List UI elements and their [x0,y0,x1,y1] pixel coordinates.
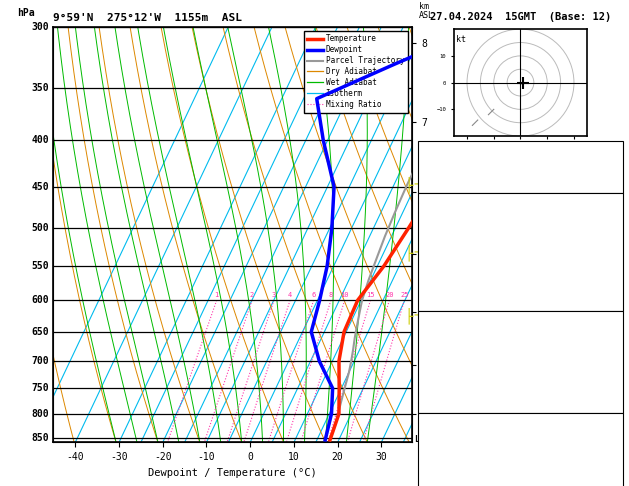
Text: CAPE (J): CAPE (J) [423,379,470,389]
Text: kt: kt [457,35,466,44]
Text: ⊣: ⊣ [413,310,421,322]
Text: Lifted Index: Lifted Index [423,362,494,372]
Text: 500: 500 [31,223,49,233]
Text: 8: 8 [329,292,333,298]
Text: CAPE (J): CAPE (J) [423,277,470,287]
Text: 550: 550 [31,261,49,271]
Text: 94°: 94° [602,464,620,474]
Text: ├: ├ [404,176,413,193]
Text: 600: 600 [31,295,49,305]
Text: 35: 35 [608,142,620,153]
Text: 300: 300 [31,22,49,32]
Text: 15: 15 [366,292,375,298]
Text: © weatheronline.co.uk: © weatheronline.co.uk [464,471,577,480]
Text: Surface: Surface [500,194,541,205]
Text: Dewp (°C): Dewp (°C) [423,227,476,238]
Text: ├: ├ [404,244,413,261]
Text: ├: ├ [404,308,413,324]
Y-axis label: Mixing Ratio (g/kg): Mixing Ratio (g/kg) [431,183,441,286]
Legend: Temperature, Dewpoint, Parcel Trajectory, Dry Adiabat, Wet Adiabat, Isotherm, Mi: Temperature, Dewpoint, Parcel Trajectory… [304,31,408,113]
Text: ⊣: ⊣ [413,246,421,259]
Text: 2: 2 [614,431,620,441]
Text: 450: 450 [31,182,49,191]
Text: 20: 20 [385,292,394,298]
Text: StmSpd (kt): StmSpd (kt) [423,480,488,486]
Text: SREH: SREH [423,447,447,457]
Text: 650: 650 [31,327,49,337]
Text: 58: 58 [608,395,620,405]
Text: hPa: hPa [18,8,35,18]
Text: 850: 850 [31,433,49,443]
Text: 18: 18 [608,211,620,221]
Text: 16.9: 16.9 [596,227,620,238]
Text: θₑ (K): θₑ (K) [423,346,459,356]
Text: Totals Totals: Totals Totals [423,159,499,169]
Text: 2: 2 [614,447,620,457]
Text: 9°59'N  275°12'W  1155m  ASL: 9°59'N 275°12'W 1155m ASL [53,13,242,23]
Text: 2: 2 [250,292,254,298]
Text: 700: 700 [31,356,49,366]
Text: Pressure (mb): Pressure (mb) [423,329,499,339]
Text: ⊣: ⊣ [413,178,421,191]
Text: 27.04.2024  15GMT  (Base: 12): 27.04.2024 15GMT (Base: 12) [430,12,611,22]
Text: 400: 400 [31,135,49,145]
Text: 3: 3 [272,292,276,298]
Text: 800: 800 [31,409,49,419]
Text: EH: EH [423,431,435,441]
Text: 25: 25 [400,292,409,298]
Text: Temp (°C): Temp (°C) [423,211,476,221]
Text: CIN (J): CIN (J) [423,294,464,304]
Text: 6: 6 [311,292,316,298]
Text: 350: 350 [31,83,49,92]
Text: 800: 800 [602,329,620,339]
Text: 2: 2 [614,260,620,271]
Text: 345: 345 [602,346,620,356]
Text: Lifted Index: Lifted Index [423,260,494,271]
Text: 4: 4 [288,292,292,298]
Text: θₑ(K): θₑ(K) [423,244,453,254]
Text: 3.51: 3.51 [596,175,620,186]
Text: 750: 750 [31,383,49,393]
Text: 0: 0 [614,294,620,304]
Text: Most Unstable: Most Unstable [482,312,559,323]
Text: 0: 0 [614,362,620,372]
Text: 42: 42 [608,159,620,169]
Text: StmDir: StmDir [423,464,459,474]
Text: CIN (J): CIN (J) [423,395,464,405]
Text: LCL: LCL [414,435,429,445]
Text: 0: 0 [614,277,620,287]
Text: K: K [423,142,429,153]
Text: 10: 10 [340,292,349,298]
Text: 33: 33 [608,379,620,389]
Text: Hodograph: Hodograph [494,414,547,424]
Text: PW (cm): PW (cm) [423,175,464,186]
Text: 341: 341 [602,244,620,254]
Text: km
ASL: km ASL [419,2,434,20]
Text: 3: 3 [614,480,620,486]
Text: 1: 1 [214,292,219,298]
X-axis label: Dewpoint / Temperature (°C): Dewpoint / Temperature (°C) [148,468,317,478]
